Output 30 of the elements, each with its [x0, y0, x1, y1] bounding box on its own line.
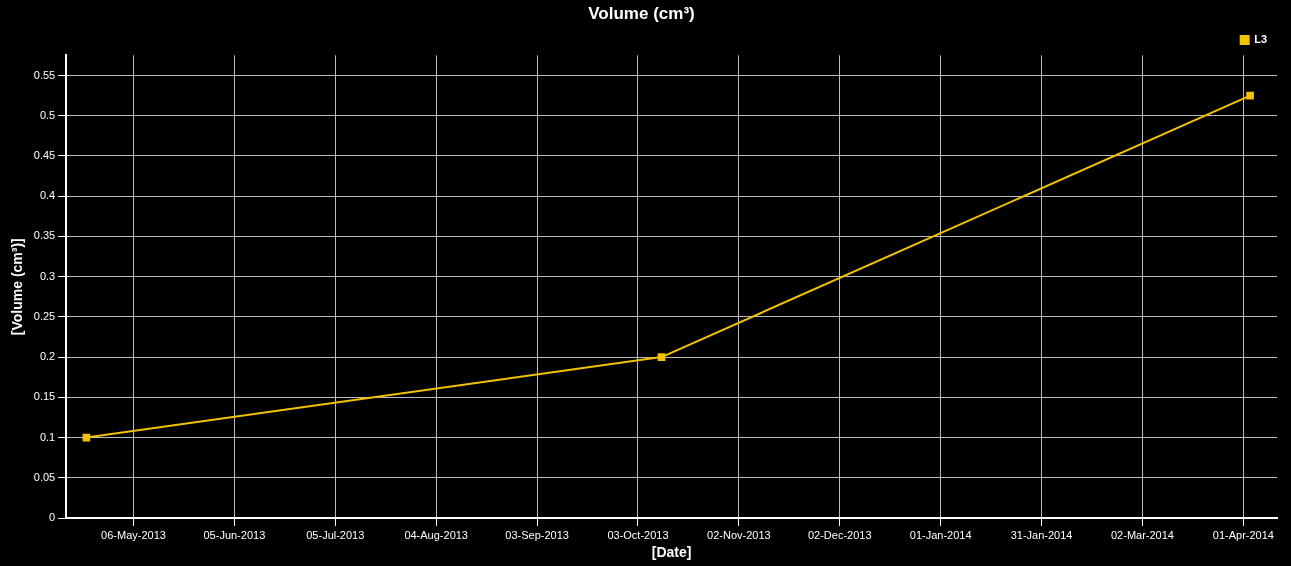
- y-tick-label: 0: [49, 511, 56, 524]
- y-tick-label: 0.3: [39, 269, 56, 282]
- point: [657, 353, 666, 361]
- y-tick-label: 0.4: [39, 189, 56, 202]
- x-axis-title: [Date]: [651, 544, 692, 561]
- x-tick-label: 04-Aug-2013: [404, 528, 468, 541]
- x-tick-label: 02-Mar-2014: [1110, 528, 1174, 541]
- x-tick-label: 06-May-2013: [101, 528, 166, 541]
- x-tick-label: 01-Jan-2014: [909, 528, 972, 541]
- y-tick-label: 0.35: [33, 229, 56, 242]
- y-axis-title: [Volume (cm³)]: [9, 238, 26, 336]
- x-tick-label: 01-Apr-2014: [1212, 528, 1274, 541]
- legend-label: L3: [1254, 32, 1268, 45]
- chart-title: Volume (cm³): [588, 3, 695, 23]
- x-tick-label: 05-Jul-2013: [306, 528, 365, 541]
- y-tick-label: 0.15: [33, 390, 56, 403]
- y-tick-label: 0.1: [39, 430, 56, 443]
- y-tick-label: 0.2: [39, 350, 56, 363]
- point: [1246, 91, 1254, 100]
- x-tick-label: 02-Nov-2013: [707, 528, 771, 541]
- y-tick-label: 0.55: [33, 68, 56, 81]
- x-tick-label: 02-Dec-2013: [807, 528, 872, 541]
- y-tick-label: 0.05: [33, 470, 56, 483]
- y-tick-label: 0.5: [39, 108, 56, 121]
- x-tick-label: 05-Jun-2013: [203, 528, 266, 541]
- x-tick-label: 03-Sep-2013: [505, 528, 569, 541]
- x-tick-label: 03-Oct-2013: [607, 528, 669, 541]
- y-tick-label: 0.45: [33, 149, 56, 161]
- x-tick-label: 31-Jan-2014: [1010, 528, 1073, 541]
- y-tick-label: 0.25: [33, 309, 56, 322]
